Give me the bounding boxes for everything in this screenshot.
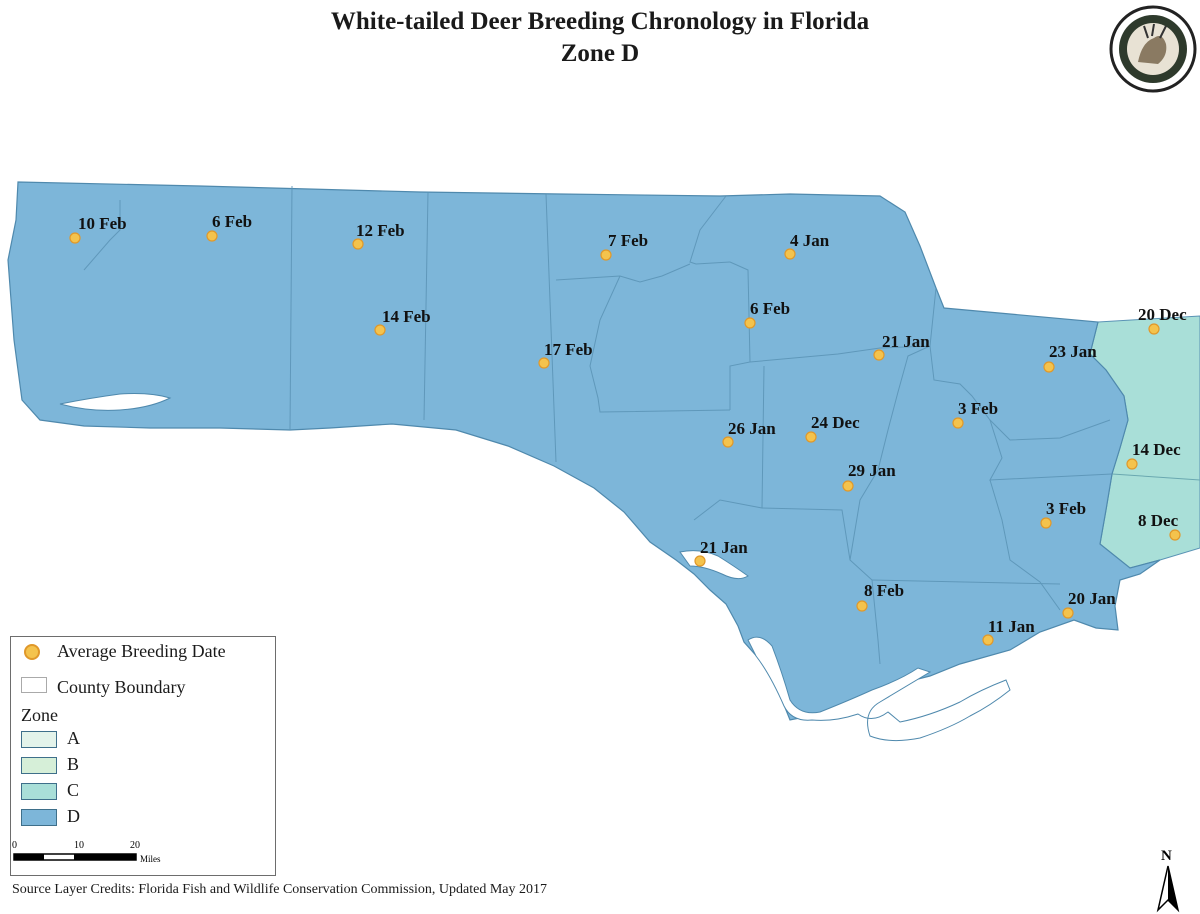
breeding-sites: 10 Feb 6 Feb 12 Feb 7 Feb 4 Jan 14 Feb 6 Feb 17… bbox=[69, 212, 1187, 646]
legend-county-label: County Boundary bbox=[57, 677, 186, 697]
breeding-date-label: 11 Jan bbox=[988, 617, 1035, 636]
breeding-date-marker bbox=[1062, 607, 1074, 619]
breeding-date-marker bbox=[1126, 458, 1138, 470]
zone-label-a: A bbox=[67, 728, 80, 748]
breeding-date-marker-icon bbox=[24, 644, 40, 660]
breeding-date-label: 29 Jan bbox=[848, 461, 896, 480]
breeding-date-label: 7 Feb bbox=[608, 231, 648, 250]
scale-bar: 0 10 20 Miles bbox=[12, 840, 161, 864]
zone-swatch-a bbox=[21, 731, 57, 748]
breeding-date-label: 3 Feb bbox=[958, 399, 998, 418]
zone-label-b: B bbox=[67, 754, 80, 774]
zone-label-c: C bbox=[67, 780, 80, 800]
zone-swatch-b bbox=[21, 757, 57, 774]
zone-swatch-c bbox=[21, 783, 57, 800]
north-label: N bbox=[1161, 848, 1172, 864]
scale-tick-10: 10 bbox=[74, 840, 84, 851]
map-legend: Average Breeding Date County Boundary Zo… bbox=[10, 636, 276, 876]
breeding-date-label: 26 Jan bbox=[728, 419, 776, 438]
breeding-date-label: 20 Jan bbox=[1068, 589, 1116, 608]
breeding-date-label: 10 Feb bbox=[78, 214, 127, 233]
breeding-date-label: 6 Feb bbox=[212, 212, 252, 231]
scale-tick-20: 20 bbox=[130, 840, 140, 851]
breeding-date-label: 23 Jan bbox=[1049, 342, 1097, 361]
breeding-date-marker bbox=[744, 317, 756, 329]
scale-unit: Miles bbox=[140, 854, 161, 864]
county-boundaries bbox=[83, 185, 1113, 665]
zone-d-area bbox=[7, 181, 1161, 721]
breeding-date-label: 14 Dec bbox=[1132, 440, 1181, 459]
breeding-date-marker bbox=[1043, 361, 1055, 373]
breeding-date-label: 20 Dec bbox=[1138, 305, 1187, 324]
breeding-date-marker bbox=[722, 436, 734, 448]
fwc-seal-logo bbox=[1109, 5, 1197, 93]
breeding-date-marker bbox=[1169, 529, 1181, 541]
breeding-date-marker bbox=[784, 248, 796, 260]
map-subtitle: Zone D bbox=[560, 40, 640, 67]
zone-swatch-d bbox=[21, 809, 57, 826]
breeding-date-label: 14 Feb bbox=[382, 307, 431, 326]
breeding-date-marker bbox=[69, 232, 81, 244]
breeding-date-marker bbox=[1148, 323, 1160, 335]
source-credit: Source Layer Credits: Florida Fish and W… bbox=[12, 882, 548, 897]
breeding-date-marker bbox=[1040, 517, 1052, 529]
zone-c-county-line bbox=[1111, 473, 1200, 481]
breeding-date-label: 6 Feb bbox=[750, 299, 790, 318]
breeding-date-label: 3 Feb bbox=[1046, 499, 1086, 518]
breeding-date-label: 21 Jan bbox=[700, 538, 748, 557]
legend-breeding-label: Average Breeding Date bbox=[57, 641, 226, 661]
breeding-date-marker bbox=[694, 555, 706, 567]
breeding-date-label: 4 Jan bbox=[790, 231, 830, 250]
breeding-date-marker bbox=[352, 238, 364, 250]
breeding-date-label: 8 Dec bbox=[1138, 511, 1179, 530]
legend-zone-heading: Zone bbox=[21, 705, 58, 725]
breeding-date-label: 24 Dec bbox=[811, 413, 860, 432]
breeding-date-label: 12 Feb bbox=[356, 221, 405, 240]
breeding-date-marker bbox=[600, 249, 612, 261]
breeding-date-marker bbox=[842, 480, 854, 492]
breeding-date-label: 8 Feb bbox=[864, 581, 904, 600]
breeding-date-marker bbox=[952, 417, 964, 429]
map-title: White-tailed Deer Breeding Chronology in… bbox=[330, 8, 870, 35]
north-arrow-icon: N bbox=[1156, 848, 1180, 913]
breeding-date-marker bbox=[805, 431, 817, 443]
breeding-date-marker bbox=[374, 324, 386, 336]
county-boundary-swatch bbox=[21, 677, 47, 693]
zone-label-d: D bbox=[67, 806, 80, 826]
breeding-date-marker bbox=[873, 349, 885, 361]
breeding-date-marker bbox=[206, 230, 218, 242]
scale-tick-0: 0 bbox=[12, 840, 17, 851]
breeding-date-marker bbox=[538, 357, 550, 369]
breeding-date-marker bbox=[856, 600, 868, 612]
breeding-date-marker bbox=[982, 634, 994, 646]
breeding-date-label: 17 Feb bbox=[544, 340, 593, 359]
breeding-date-label: 21 Jan bbox=[882, 332, 930, 351]
